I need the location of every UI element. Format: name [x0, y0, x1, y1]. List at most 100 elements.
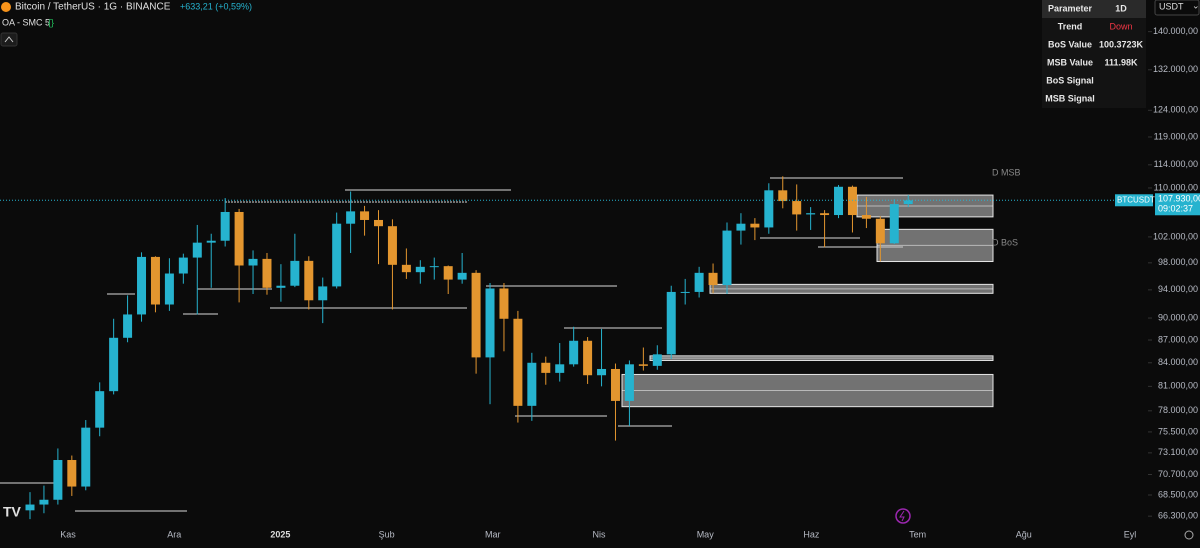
x-tick-label: Ara [167, 529, 181, 539]
x-tick-label: Nis [593, 529, 606, 539]
table-cell: Parameter [1048, 3, 1093, 13]
price-tag [1155, 193, 1200, 216]
table-cell: Down [1109, 21, 1132, 31]
x-tick-label: 2025 [270, 529, 290, 539]
y-tick-label: 87.000,00 [1158, 334, 1198, 344]
candle-body [820, 213, 830, 216]
alert-bolt [899, 510, 905, 522]
candle-body [485, 288, 495, 358]
candle-body [25, 504, 35, 511]
settings-icon[interactable] [1184, 530, 1194, 540]
coin-icon [1, 2, 11, 12]
candle-body [597, 368, 607, 376]
x-tick-label: Kas [60, 529, 76, 539]
candle-body [109, 337, 119, 392]
candle-body [569, 340, 579, 365]
y-tick-label: 132.000,00 [1153, 64, 1198, 74]
countdown: 09:02:37 [1158, 204, 1193, 214]
candle-body [722, 230, 732, 286]
candle-body [764, 190, 774, 228]
candle-body [555, 364, 565, 373]
x-tick-label: Tem [909, 529, 926, 539]
candle-body [889, 204, 899, 244]
y-tick-label: 73.100,00 [1158, 447, 1198, 457]
candle-body [220, 211, 230, 241]
candle-body [666, 291, 676, 355]
table-cell: BoS Value [1048, 39, 1092, 49]
candle-body [374, 219, 383, 227]
candle-body [164, 273, 174, 305]
candle-body [81, 427, 91, 487]
y-tick-label: 124.000,00 [1153, 105, 1198, 115]
x-tick-label: May [697, 529, 715, 539]
candle-body [415, 266, 425, 273]
candle-body [652, 354, 662, 366]
y-tick-label: 78.000,00 [1158, 405, 1198, 415]
candle-body [95, 391, 105, 428]
x-tick-label: Ağu [1016, 529, 1032, 539]
candle-body [806, 213, 816, 215]
y-tick-label: 84.000,00 [1158, 357, 1198, 367]
x-tick-label: Mar [485, 529, 501, 539]
y-tick-label: 70.700,00 [1158, 469, 1198, 479]
candle-body [624, 364, 634, 401]
table-cell: 100.3723K [1099, 39, 1144, 49]
table-cell: BoS Signal [1046, 75, 1094, 85]
alert-icon[interactable] [895, 508, 911, 524]
collapse-button[interactable] [0, 32, 18, 47]
candle-body [401, 264, 411, 273]
price-tag-label: 107.930,00 [1158, 194, 1200, 204]
candle-body [206, 240, 216, 243]
currency-label: USDT [1159, 1, 1184, 11]
plot-area: 140.000,00 132.000,00 124.000,00 119.000,00… [0, 26, 1200, 539]
candle-body [471, 272, 481, 358]
candle-body [903, 200, 913, 205]
ticker-label: BTCUSDT [1117, 195, 1155, 204]
candle-body [513, 318, 523, 406]
candle-body [67, 460, 77, 487]
y-tick-label: 75.500,00 [1158, 426, 1198, 436]
table-header-bg [1042, 0, 1146, 18]
tv-logo[interactable]: TV [3, 504, 22, 520]
symbol-title: Bitcoin / TetherUS · 1G · BINANCE [15, 2, 171, 13]
ticker-tag [1115, 194, 1153, 207]
candle-body [150, 256, 160, 305]
candle-body [332, 223, 342, 287]
currency-select[interactable] [1154, 0, 1200, 16]
y-tick-label: 110.000,00 [1154, 182, 1198, 192]
candle-body [387, 226, 397, 265]
y-tick-label: 94.000,00 [1158, 284, 1198, 294]
candle-body [861, 215, 871, 219]
y-tick-label: 68.500,00 [1158, 489, 1198, 499]
candle-body [290, 260, 300, 286]
candle-body [304, 260, 314, 301]
candle-body [429, 266, 439, 268]
candle-body [708, 272, 718, 286]
candle-body [39, 499, 49, 505]
y-tick-label: 140.000,00 [1153, 26, 1198, 36]
candle-body [248, 258, 258, 266]
candle-body [192, 242, 202, 258]
x-tick-label: Şub [379, 529, 395, 539]
y-tick-label: 114.000,00 [1154, 159, 1198, 169]
candle-body [318, 286, 328, 301]
y-tick-label: 66.300,00 [1158, 511, 1198, 521]
candle-body [123, 314, 133, 338]
structure-lines [0, 177, 903, 512]
candle-body [499, 288, 509, 319]
indicator-icon[interactable]: {} [48, 17, 54, 27]
table-cell: 1D [1115, 3, 1127, 13]
table-cell: MSB Value [1047, 57, 1093, 67]
candle-body [792, 201, 802, 215]
candle-body [834, 186, 844, 216]
candle-body [610, 368, 620, 401]
y-tick-label: 98.000,00 [1158, 257, 1198, 267]
y-tick-label: 90.000,00 [1158, 312, 1198, 322]
indicator-name[interactable]: OA - SMC 5 [2, 17, 50, 27]
candle-body [346, 211, 356, 224]
collapse-icon [4, 36, 14, 43]
x-tick-label: Haz [803, 529, 820, 539]
y-tick-label: 119.000,00 [1154, 131, 1198, 141]
